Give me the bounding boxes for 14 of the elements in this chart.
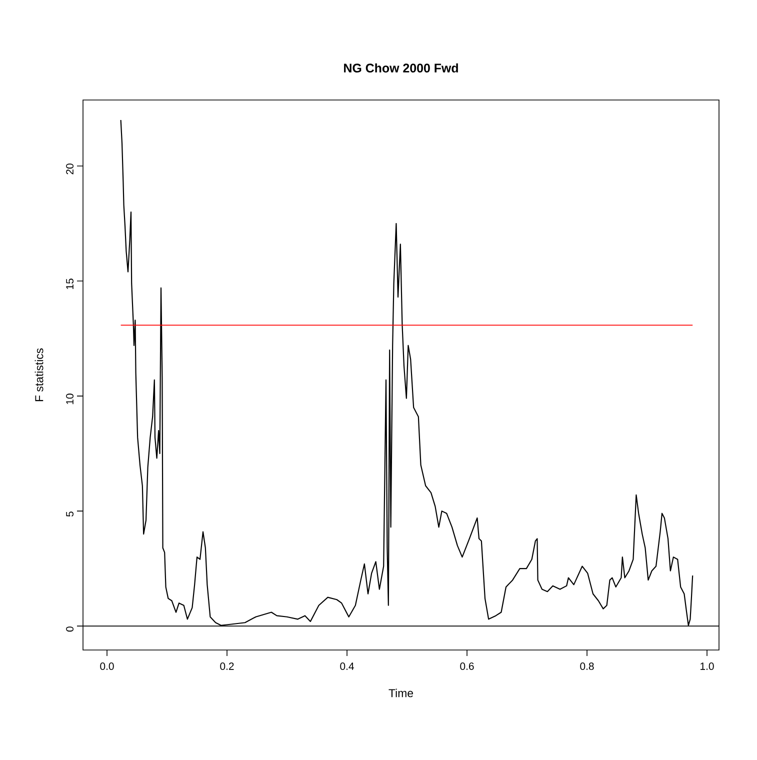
x-tick-label: 0.8 <box>580 662 594 670</box>
chart-title: NG Chow 2000 Fwd <box>344 63 458 72</box>
y-axis-title: F statistics <box>34 348 44 402</box>
y-tick-label: 20 <box>66 164 74 174</box>
x-tick-label: 0.2 <box>220 662 234 670</box>
x-tick-label: 0.0 <box>100 662 114 670</box>
x-tick-label: 0.4 <box>340 662 354 670</box>
y-tick-label: 15 <box>66 278 74 290</box>
x-tick-label: 1.0 <box>700 662 714 670</box>
y-tick-label: 0 <box>66 626 74 632</box>
x-axis-title: Time <box>388 688 414 698</box>
x-tick-label: 0.6 <box>460 662 474 670</box>
y-tick-label: 5 <box>66 512 74 517</box>
y-tick-label: 10 <box>66 394 74 404</box>
